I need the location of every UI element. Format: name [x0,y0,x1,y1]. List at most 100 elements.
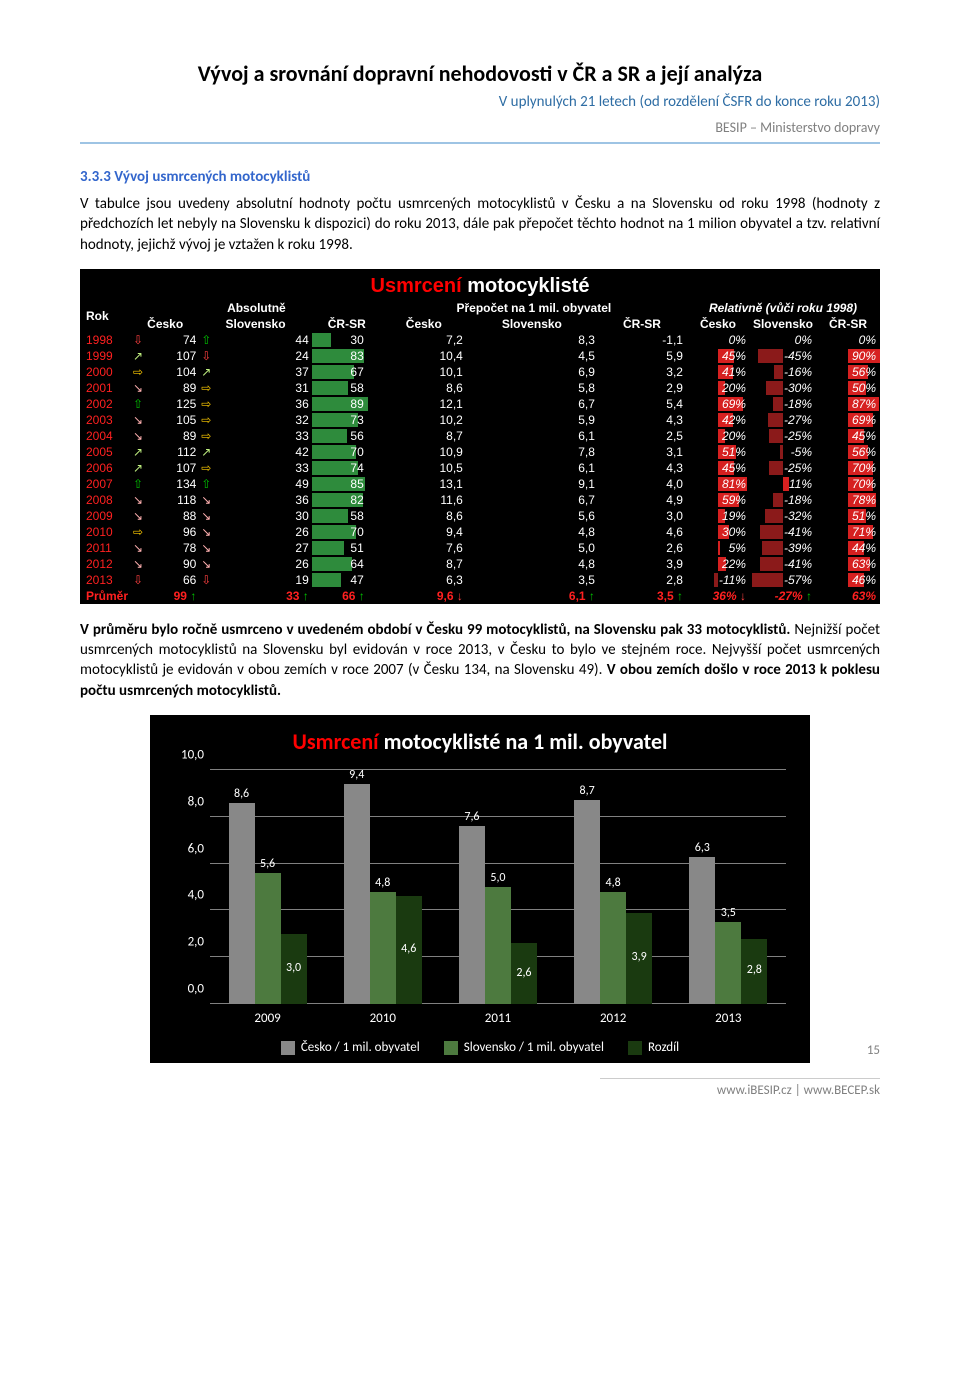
bar-label: 2,8 [741,963,767,977]
cell-avg-per-cz: 9,6 ↓ [382,588,466,604]
arrow-icon: ↘ [199,508,213,524]
bar-sk: 5,0 [485,887,511,1004]
cell-per-cz: 11,6 [382,492,466,508]
cell-rel-sk: -27% [750,412,816,428]
arrow-icon: ⇨ [199,396,213,412]
cell-year: 2011 [80,540,131,556]
cell-abs-sk: 24 [213,348,311,364]
arrow-icon: ↘ [131,556,145,572]
arrow-icon: ⇩ [199,572,213,588]
cell-rel-diff: 78% [816,492,880,508]
cell-per-sk: 5,0 [466,540,598,556]
cell-rel-cz: 69% [686,396,750,412]
cell-rel-sk: -25% [750,428,816,444]
cell-per-diff: 2,5 [598,428,686,444]
bar-group: 8,65,63,0 [216,803,320,1004]
cell-rel-diff: 50% [816,380,880,396]
chart-title-rest: motocyklisté na 1 mil. obyvatel [379,728,668,755]
arrow-icon: ⇧ [199,332,213,348]
cell-rel-cz: 51% [686,444,750,460]
cell-year: 2007 [80,476,131,492]
cell-per-sk: 5,9 [466,412,598,428]
cell-year: 2009 [80,508,131,524]
col-per-cz: Česko [382,316,466,332]
arrow-icon: ⇨ [199,412,213,428]
cell-avg-rel-cz: 36% ↓ [686,588,750,604]
table-row: 2002⇧125⇨368912,16,75,469%-18%87% [80,396,880,412]
bar-label: 5,0 [485,871,511,885]
cell-abs-cz: 89 [145,380,199,396]
cell-rel-cz: 20% [686,380,750,396]
cell-abs-sk: 27 [213,540,311,556]
y-tick-label: 0,0 [164,982,204,997]
cell-per-cz: 12,1 [382,396,466,412]
cell-per-cz: 8,7 [382,556,466,572]
bar-cz: 9,4 [344,784,370,1004]
cell-per-cz: 10,2 [382,412,466,428]
cell-rel-cz: 19% [686,508,750,524]
cell-abs-diff: 58 [312,380,368,396]
table-row: 2011↘78↘27517,65,02,65%-39%44% [80,540,880,556]
bar-diff: 3,0 [281,934,307,1004]
spacer [368,476,382,492]
cell-abs-sk: 26 [213,524,311,540]
spacer [368,412,382,428]
cell-year: 2012 [80,556,131,572]
arrow-icon: ↘ [199,540,213,556]
cell-per-sk: 6,1 [466,428,598,444]
bar-label: 8,6 [229,787,255,801]
cell-rel-cz: -11% [686,572,750,588]
bar-diff: 2,6 [511,943,537,1004]
cell-rel-cz: 42% [686,412,750,428]
cell-rel-sk: -41% [750,524,816,540]
cell-abs-diff: 56 [312,428,368,444]
col-rel-diff: ČR-SR [816,316,880,332]
bar-label: 5,6 [255,857,281,871]
arrow-icon: ↗ [131,444,145,460]
table-row: 2005↗112↗427010,97,83,151%-5%56% [80,444,880,460]
cell-year: 2008 [80,492,131,508]
arrow-icon: ↘ [131,412,145,428]
cell-rel-diff: 70% [816,460,880,476]
arrow-icon: ⇨ [131,524,145,540]
cell-per-sk: 7,8 [466,444,598,460]
cell-rel-diff: 69% [816,412,880,428]
bar-sk: 5,6 [255,873,281,1004]
arrow-icon: ↘ [131,428,145,444]
arrow-icon: ↘ [131,380,145,396]
cell-abs-cz: 125 [145,396,199,412]
cell-year: 2005 [80,444,131,460]
spacer [368,332,382,348]
cell-rel-diff: 90% [816,348,880,364]
arrow-icon: ↘ [199,492,213,508]
cell-abs-cz: 89 [145,428,199,444]
bar-group: 6,33,52,8 [677,857,781,1004]
table-row: 2010⇨96↘26709,44,84,630%-41%71% [80,524,880,540]
cell-per-diff: 4,3 [598,412,686,428]
cell-abs-diff: 70 [312,444,368,460]
col-rok: Rok [80,300,131,332]
cell-abs-diff: 51 [312,540,368,556]
y-tick-label: 8,0 [164,794,204,809]
cell-per-diff: 2,8 [598,572,686,588]
cell-rel-sk: -5% [750,444,816,460]
cell-abs-cz: 105 [145,412,199,428]
bar-cz: 8,7 [574,800,600,1004]
cell-abs-diff: 82 [312,492,368,508]
cell-rel-diff: 51% [816,508,880,524]
bar-sk: 4,8 [370,892,396,1004]
y-tick-label: 10,0 [164,748,204,763]
table-avg-row: Průměr99 ↑33 ↑66 ↑9,6 ↓6,1 ↑3,5 ↑36% ↓-2… [80,588,880,604]
arrow-icon: ⇨ [199,460,213,476]
y-tick-label: 6,0 [164,841,204,856]
arrow-icon: ⇩ [131,332,145,348]
cell-year: 1998 [80,332,131,348]
cell-abs-diff: 74 [312,460,368,476]
cell-abs-diff: 73 [312,412,368,428]
cell-rel-sk: -18% [750,492,816,508]
cell-per-cz: 10,9 [382,444,466,460]
cell-abs-sk: 31 [213,380,311,396]
cell-rel-sk: -57% [750,572,816,588]
cell-abs-cz: 66 [145,572,199,588]
cell-per-sk: 6,7 [466,492,598,508]
